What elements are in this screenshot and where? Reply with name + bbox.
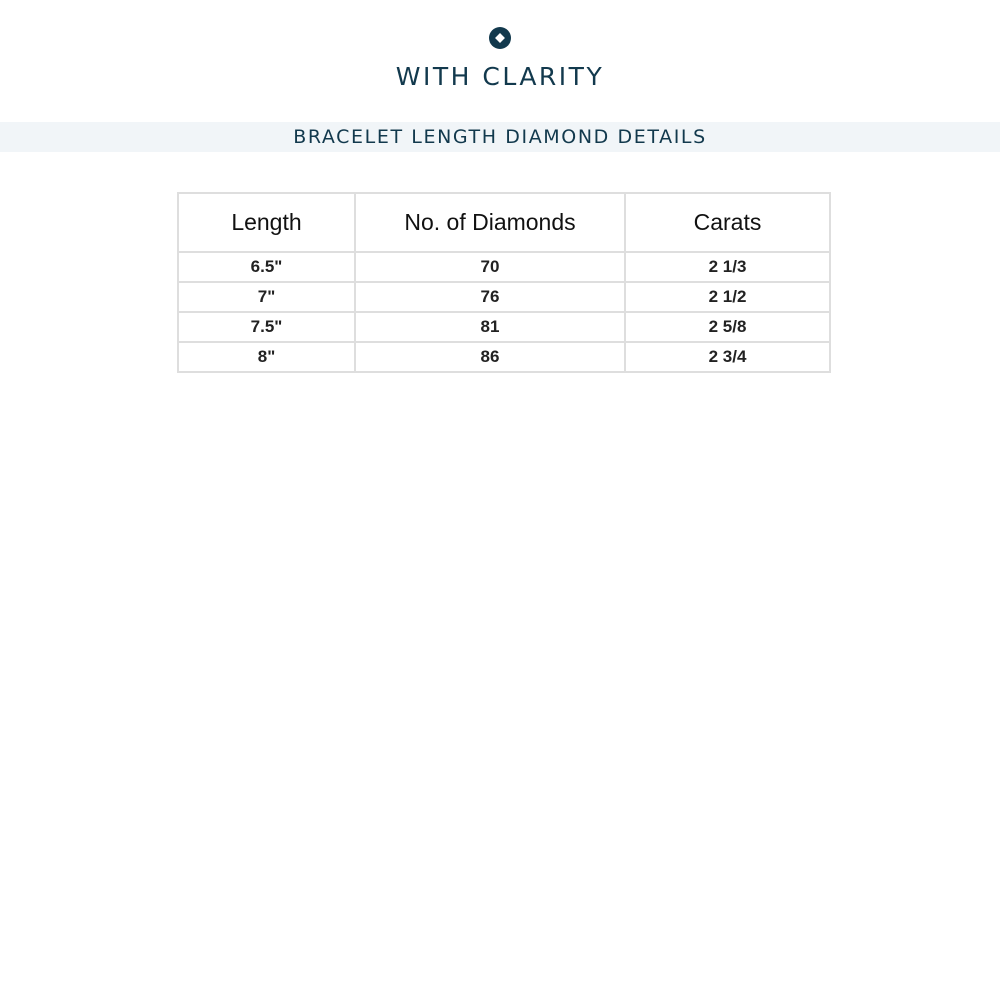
cell-length: 8" [177, 341, 356, 373]
cell-length: 7" [177, 281, 356, 313]
cell-diamonds: 76 [354, 281, 626, 313]
cell-carats: 2 5/8 [624, 311, 831, 343]
header-length: Length [177, 192, 356, 253]
cell-carats: 2 1/2 [624, 281, 831, 313]
table-header-row: Length No. of Diamonds Carats [177, 192, 831, 253]
cell-carats: 2 3/4 [624, 341, 831, 373]
section-header-band: BRACELET LENGTH DIAMOND DETAILS [0, 122, 1000, 152]
table-row: 8" 86 2 3/4 [177, 341, 831, 373]
cell-diamonds: 86 [354, 341, 626, 373]
cell-diamonds: 70 [354, 251, 626, 283]
cell-carats: 2 1/3 [624, 251, 831, 283]
cell-length: 7.5" [177, 311, 356, 343]
bracelet-details-table: Length No. of Diamonds Carats 6.5" 70 2 … [177, 192, 831, 373]
brand-name: WITH CLARITY [395, 62, 605, 91]
table-row: 7.5" 81 2 5/8 [177, 311, 831, 343]
cell-diamonds: 81 [354, 311, 626, 343]
header-carats: Carats [624, 192, 831, 253]
section-title: BRACELET LENGTH DIAMOND DETAILS [293, 126, 707, 148]
logo-diamond-icon [489, 27, 511, 49]
table-row: 7" 76 2 1/2 [177, 281, 831, 313]
table-row: 6.5" 70 2 1/3 [177, 251, 831, 283]
header-diamonds: No. of Diamonds [354, 192, 626, 253]
cell-length: 6.5" [177, 251, 356, 283]
